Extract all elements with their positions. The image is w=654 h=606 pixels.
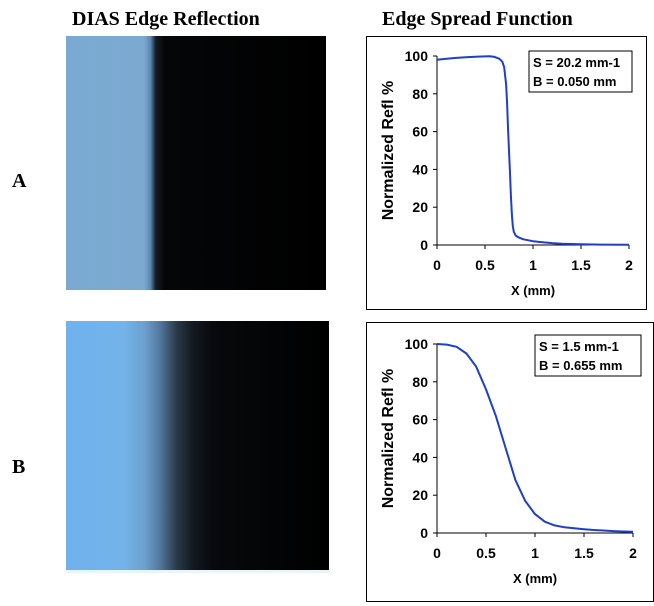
y-tick-label: 0 <box>420 525 428 541</box>
x-axis-label: X (mm) <box>511 283 555 298</box>
y-tick-label: 60 <box>412 124 428 140</box>
right-column-title: Edge Spread Function <box>382 8 573 30</box>
x-tick-label: 0.5 <box>476 545 496 561</box>
edge-spread-chart-a-svg: 0 20 40 60 80 100 0 0.5 1 1.5 2 X (mm) Normalized Re… <box>380 48 633 298</box>
y-axis-label: Normalized Refl % <box>380 369 397 509</box>
annotation-text: B = 0.050 mm <box>533 74 616 89</box>
row-label-b: B <box>12 456 26 478</box>
x-tick-label: 0 <box>433 545 441 561</box>
annotation-text: B = 0.655 mm <box>539 358 622 373</box>
x-tick-label: 1.5 <box>571 257 591 273</box>
y-tick-label: 40 <box>412 449 428 465</box>
edge-reflection-image-b <box>66 321 329 573</box>
annotation-box <box>528 50 633 93</box>
series-line <box>436 55 630 246</box>
x-axis-label: X (mm) <box>513 571 557 586</box>
y-tick-label: 80 <box>412 86 428 102</box>
annotation-box <box>534 334 642 377</box>
x-tick-label: 2 <box>625 257 633 273</box>
y-tick-label: 100 <box>405 336 429 352</box>
edge-spread-chart-b-svg: 0 20 40 60 80 100 0 0.5 1 1.5 2 X (mm) Normalized Re… <box>380 334 642 586</box>
edge-spread-chart-b: 0 20 40 60 80 100 0 0.5 1 1.5 2 X (mm) Normalized Re… <box>366 322 654 602</box>
x-tick-label: 0 <box>433 257 441 273</box>
y-tick-label: 20 <box>412 199 428 215</box>
edge-reflection-image-a <box>66 36 326 290</box>
y-tick-label: 0 <box>420 237 428 253</box>
y-tick-label: 40 <box>412 161 428 177</box>
annotation-text: S = 1.5 mm-1 <box>539 339 619 354</box>
y-axis-label: Normalized Refl % <box>380 81 397 221</box>
series-line <box>436 343 634 533</box>
x-tick-label: 1 <box>531 545 539 561</box>
edge-spread-chart-a: 0 20 40 60 80 100 0 0.5 1 1.5 2 X (mm) Normalized Re… <box>366 36 647 310</box>
y-tick-label: 80 <box>412 374 428 390</box>
y-tick-label: 20 <box>412 487 428 503</box>
x-tick-label: 1.5 <box>574 545 594 561</box>
x-tick-label: 2 <box>629 545 637 561</box>
x-tick-label: 0.5 <box>475 257 495 273</box>
y-tick-label: 60 <box>412 412 428 428</box>
row-label-a: A <box>12 170 27 192</box>
annotation-text: S = 20.2 mm-1 <box>533 55 620 70</box>
left-column-title: DIAS Edge Reflection <box>72 8 260 30</box>
x-tick-label: 1 <box>529 257 537 273</box>
y-tick-label: 100 <box>405 48 429 64</box>
